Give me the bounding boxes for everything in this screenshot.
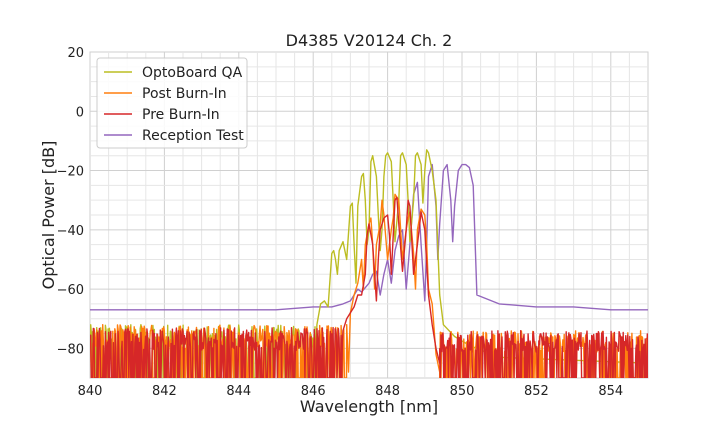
y-tick-label: 20: [67, 46, 84, 61]
y-tick-label: −40: [57, 224, 84, 239]
x-tick-label: 842: [152, 384, 177, 399]
x-axis-label: Wavelength [nm]: [300, 397, 438, 416]
y-tick-label: −80: [57, 342, 84, 357]
legend-label: Post Burn-In: [142, 86, 227, 102]
y-tick-label: −60: [57, 283, 84, 298]
x-tick-label: 844: [226, 384, 251, 399]
legend-label: Pre Burn-In: [142, 107, 220, 123]
chart-title: D4385 V20124 Ch. 2: [286, 31, 453, 50]
x-tick-label: 854: [598, 384, 623, 399]
y-tick-label: −20: [57, 165, 84, 180]
legend: OptoBoard QA Post Burn-In Pre Burn-In Recep…: [97, 58, 247, 148]
y-axis-label: Optical Power [dB]: [39, 141, 58, 290]
y-tick-label: 0: [76, 105, 84, 120]
x-tick-label: 852: [524, 384, 549, 399]
y-tick-labels: −80 −60 −40 −20 0 20: [57, 46, 84, 357]
legend-label: OptoBoard QA: [142, 65, 243, 81]
x-tick-label: 840: [78, 384, 103, 399]
x-tick-label: 850: [450, 384, 475, 399]
legend-label: Reception Test: [142, 128, 244, 144]
